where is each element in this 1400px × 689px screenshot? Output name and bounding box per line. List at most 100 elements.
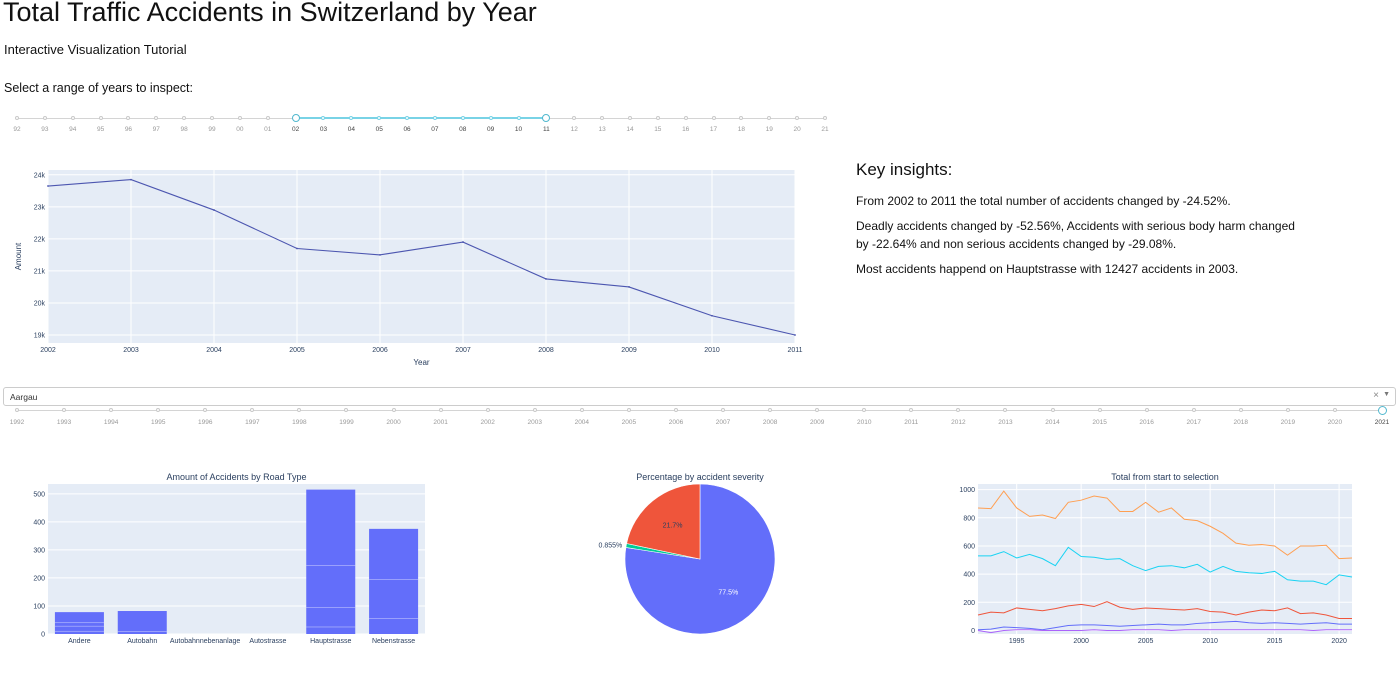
slider-label-18[interactable]: 18 xyxy=(737,126,746,133)
slider-label-12[interactable]: 12 xyxy=(570,126,578,133)
slider-label-19[interactable]: 19 xyxy=(765,126,773,133)
year-slider-label-1992[interactable]: 1992 xyxy=(9,419,25,426)
year-slider-mark-2011[interactable] xyxy=(909,408,914,412)
slider-mark-14[interactable] xyxy=(627,116,632,120)
slider-mark-93[interactable] xyxy=(42,116,47,120)
slider-label-98[interactable]: 98 xyxy=(180,126,188,133)
slider-label-04[interactable]: 04 xyxy=(347,126,355,133)
year-slider-label-2020[interactable]: 2020 xyxy=(1327,419,1343,426)
year-slider-mark-1998[interactable] xyxy=(297,408,302,412)
slider-mark-19[interactable] xyxy=(767,116,772,120)
year-slider-handle[interactable] xyxy=(1377,406,1387,415)
year-slider-label-2007[interactable]: 2007 xyxy=(715,419,731,426)
year-slider-mark-2007[interactable] xyxy=(721,408,726,412)
year-slider-label-2009[interactable]: 2009 xyxy=(809,419,825,426)
slider-mark-20[interactable] xyxy=(795,116,800,120)
slider-label-15[interactable]: 15 xyxy=(654,126,662,133)
year-slider-mark-2018[interactable] xyxy=(1238,408,1243,412)
year-slider-label-2019[interactable]: 2019 xyxy=(1280,419,1296,426)
year-slider-mark-2019[interactable] xyxy=(1285,408,1290,412)
year-slider-mark-2004[interactable] xyxy=(579,408,584,412)
year-slider-mark-1997[interactable] xyxy=(250,408,255,412)
year-slider-mark-2006[interactable] xyxy=(673,408,678,412)
slider-label-16[interactable]: 16 xyxy=(682,126,690,133)
slider-label-05[interactable]: 05 xyxy=(375,126,383,133)
slider-mark-92[interactable] xyxy=(15,116,19,120)
year-slider-mark-2008[interactable] xyxy=(768,408,773,412)
year-slider-label-1997[interactable]: 1997 xyxy=(245,419,260,426)
year-slider-mark-1995[interactable] xyxy=(156,408,161,412)
canton-dropdown[interactable]: Aargau × ▼ xyxy=(3,387,1396,406)
year-slider-mark-2002[interactable] xyxy=(485,408,490,412)
slider-label-99[interactable]: 99 xyxy=(208,126,216,133)
slider-handle-start[interactable] xyxy=(291,114,300,122)
slider-label-09[interactable]: 09 xyxy=(487,126,495,133)
year-slider-mark-2015[interactable] xyxy=(1097,408,1102,412)
year-slider-label-1999[interactable]: 1999 xyxy=(339,419,354,426)
slider-mark-16[interactable] xyxy=(683,116,688,120)
slider-mark-18[interactable] xyxy=(739,116,744,120)
slider-mark-05[interactable] xyxy=(377,116,382,120)
slider-mark-08[interactable] xyxy=(460,116,465,120)
year-slider-label-2001[interactable]: 2001 xyxy=(433,419,448,426)
year-slider-label-2011[interactable]: 2011 xyxy=(904,419,919,426)
slider-label-07[interactable]: 07 xyxy=(431,126,439,133)
slider-mark-00[interactable] xyxy=(237,116,242,120)
slider-label-95[interactable]: 95 xyxy=(96,126,105,133)
slider-mark-01[interactable] xyxy=(265,116,270,120)
year-slider-label-2013[interactable]: 2013 xyxy=(998,419,1013,426)
slider-mark-94[interactable] xyxy=(70,116,75,120)
slider-mark-99[interactable] xyxy=(210,116,215,120)
slider-label-17[interactable]: 17 xyxy=(709,126,718,133)
slider-label-03[interactable]: 03 xyxy=(319,126,328,133)
year-slider-label-2008[interactable]: 2008 xyxy=(762,419,778,426)
slider-mark-10[interactable] xyxy=(516,116,521,120)
year-slider-label-1993[interactable]: 1993 xyxy=(56,419,72,426)
year-slider-label-1995[interactable]: 1995 xyxy=(150,419,166,426)
year-slider-label-2000[interactable]: 2000 xyxy=(386,419,401,426)
slider-label-21[interactable]: 21 xyxy=(821,126,829,133)
year-slider-label-2018[interactable]: 2018 xyxy=(1233,419,1249,426)
year-slider-mark-2014[interactable] xyxy=(1050,408,1055,412)
slider-label-00[interactable]: 00 xyxy=(236,126,244,133)
year-slider-mark-2010[interactable] xyxy=(862,408,867,412)
slider-label-93[interactable]: 93 xyxy=(41,126,49,133)
year-slider-mark-2013[interactable] xyxy=(1003,408,1008,412)
chevron-down-icon[interactable]: ▼ xyxy=(1383,391,1390,398)
year-slider-mark-2009[interactable] xyxy=(815,408,820,412)
slider-mark-17[interactable] xyxy=(711,116,716,120)
slider-label-97[interactable]: 97 xyxy=(152,126,160,133)
year-slider-mark-2020[interactable] xyxy=(1332,408,1337,412)
slider-mark-21[interactable] xyxy=(823,116,827,120)
year-slider-mark-2005[interactable] xyxy=(626,408,631,412)
year-slider-label-2021[interactable]: 2021 xyxy=(1374,419,1390,426)
year-slider-label-1994[interactable]: 1994 xyxy=(103,419,119,426)
slider-label-14[interactable]: 14 xyxy=(626,126,634,133)
year-slider-label-2017[interactable]: 2017 xyxy=(1186,419,1201,426)
slider-mark-09[interactable] xyxy=(488,116,493,120)
year-slider-mark-2003[interactable] xyxy=(532,408,537,412)
slider-mark-15[interactable] xyxy=(655,116,660,120)
slider-label-01[interactable]: 01 xyxy=(264,126,272,133)
year-slider-label-2015[interactable]: 2015 xyxy=(1092,419,1107,426)
year-slider-label-2002[interactable]: 2002 xyxy=(480,419,495,426)
year-slider-label-2012[interactable]: 2012 xyxy=(951,419,966,426)
year-slider-mark-2017[interactable] xyxy=(1191,408,1196,412)
slider-label-08[interactable]: 08 xyxy=(459,126,467,133)
slider-mark-03[interactable] xyxy=(321,116,326,120)
year-slider-mark-2012[interactable] xyxy=(956,408,961,412)
slider-label-92[interactable]: 92 xyxy=(13,126,21,133)
year-slider-label-2014[interactable]: 2014 xyxy=(1045,419,1060,426)
year-slider-mark-1999[interactable] xyxy=(344,408,349,412)
slider-label-10[interactable]: 10 xyxy=(514,126,523,133)
slider-handle-end[interactable] xyxy=(542,114,551,122)
clear-icon[interactable]: × xyxy=(1373,390,1379,401)
slider-mark-12[interactable] xyxy=(572,116,577,120)
year-range-slider[interactable]: 92 93 94 95 96 97 98 99 00 01 02 03 04 05 06 07 08 09 10 11… xyxy=(13,112,829,138)
slider-mark-06[interactable] xyxy=(405,116,410,120)
year-slider[interactable]: 1992 1993 1994 1995 1996 1997 1998 1999 2000 2001… xyxy=(10,405,1389,431)
slider-mark-97[interactable] xyxy=(154,116,159,120)
slider-mark-07[interactable] xyxy=(432,116,437,120)
year-slider-mark-1993[interactable] xyxy=(62,408,67,412)
year-slider-mark-1992[interactable] xyxy=(15,408,19,412)
